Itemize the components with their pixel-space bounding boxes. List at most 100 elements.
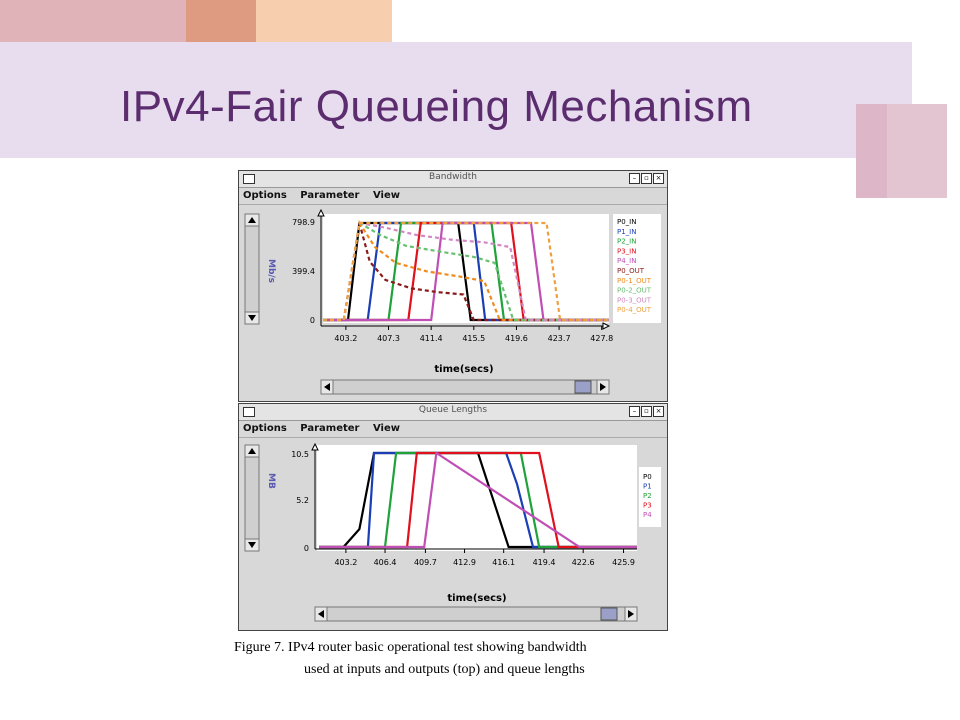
legend-entry: P0-2_OUT — [617, 287, 652, 295]
scroll-thumb[interactable] — [574, 380, 592, 394]
x-tick-label: 407.3 — [377, 334, 400, 343]
close-icon[interactable]: × — [653, 173, 664, 184]
x-tick-label: 419.6 — [505, 334, 528, 343]
x-axis-label: time(secs) — [447, 593, 506, 604]
maximize-icon[interactable]: ▫ — [641, 173, 652, 184]
bandwidth-window-title: Bandwidth — [429, 172, 477, 182]
x-tick-label: 422.6 — [572, 558, 595, 567]
x-ticks: 403.2 407.3 411.4 415.5 419.6 423.7 427.8 — [334, 326, 613, 343]
x-axis-label: time(secs) — [434, 364, 493, 375]
legend-box — [613, 214, 661, 323]
legend-entry: P0-4_OUT — [617, 306, 652, 314]
x-ticks: 403.2 406.4 409.7 412.9 416.1 419.4 422.6 425.9 — [334, 549, 635, 567]
window-menu-icon[interactable] — [243, 407, 255, 417]
x-tick-label: 425.9 — [612, 558, 635, 567]
y-tick-label: 10.5 — [291, 450, 309, 459]
figure-caption-line2: used at inputs and outputs (top) and que… — [304, 662, 585, 677]
menu-view[interactable]: View — [372, 190, 400, 201]
y-tick-label: 399.4 — [292, 267, 315, 276]
bandwidth-window: Bandwidth – ▫ × Options Parameter View M… — [238, 170, 668, 402]
y-tick-label: 0 — [304, 544, 309, 553]
scroll-thumb[interactable] — [600, 607, 618, 621]
legend-entry: P1 — [643, 483, 652, 491]
x-tick-label: 415.5 — [462, 334, 485, 343]
y-tick-label: 0 — [310, 316, 315, 325]
x-tick-label: 409.7 — [414, 558, 437, 567]
y-axis-arrow — [311, 442, 319, 451]
legend-entry: P2_IN — [617, 238, 636, 246]
close-icon[interactable]: × — [653, 406, 664, 417]
legend-entry: P0-1_OUT — [617, 277, 652, 285]
series-line-p0-1-out — [323, 219, 609, 322]
series-lines — [319, 451, 637, 549]
horizontal-scrollbar[interactable] — [314, 606, 638, 622]
menu-view[interactable]: View — [372, 423, 400, 434]
menu-options[interactable]: Options — [243, 423, 287, 434]
x-tick-label: 412.9 — [453, 558, 476, 567]
menu-parameter[interactable]: Parameter — [300, 190, 360, 201]
arrow-left-icon — [324, 383, 330, 391]
arrow-down-icon — [248, 542, 256, 548]
arrow-down-icon — [248, 315, 256, 321]
plot-area — [323, 214, 609, 323]
legend-entry: P0_IN — [617, 218, 636, 226]
queue-plot: MB 10.5 5.2 0 403.2 406.4 409.7 412.9 416.1 4… — [244, 442, 661, 622]
legend-entry: P1_IN — [617, 228, 636, 236]
queue-titlebar[interactable]: Queue Lengths – ▫ × — [239, 404, 667, 421]
vertical-scrollbar[interactable] — [244, 213, 260, 325]
x-tick-label: 427.8 — [590, 334, 613, 343]
minimize-icon[interactable]: – — [629, 406, 640, 417]
series-line-p0-2-out — [323, 221, 609, 322]
queue-window-title: Queue Lengths — [418, 405, 488, 415]
legend-box — [639, 467, 661, 527]
legend-entry: P0 — [643, 473, 652, 481]
horizontal-scrollbar[interactable] — [320, 379, 610, 395]
arrow-right-icon — [600, 383, 606, 391]
arrow-up-icon — [248, 448, 256, 454]
legend-entry: P0_OUT — [617, 267, 645, 275]
series-line-p4 — [319, 451, 637, 549]
arrow-right-icon — [628, 610, 634, 618]
y-tick-label: 5.2 — [296, 496, 309, 505]
minimize-icon[interactable]: – — [629, 173, 640, 184]
x-axis-arrow — [602, 322, 611, 330]
bandwidth-menubar: Options Parameter View — [239, 188, 667, 205]
figure-caption-line1: Figure 7. IPv4 router basic operational … — [234, 640, 587, 655]
series-lines — [323, 219, 609, 322]
x-tick-label: 411.4 — [420, 334, 443, 343]
legend-entry: P0-3_OUT — [617, 296, 652, 304]
x-tick-label: 419.4 — [533, 558, 556, 567]
arrow-left-icon — [318, 610, 324, 618]
series-line-p0-out — [323, 222, 609, 322]
queue-window: Queue Lengths – ▫ × Options Parameter Vi… — [238, 403, 668, 631]
window-menu-icon[interactable] — [243, 174, 255, 184]
legend-entry: P3_IN — [617, 247, 636, 255]
title-band — [0, 42, 912, 158]
menu-parameter[interactable]: Parameter — [300, 423, 360, 434]
x-tick-label: 403.2 — [334, 558, 357, 567]
legend-entry: P4_IN — [617, 257, 636, 265]
series-line-p0-4-out — [323, 221, 609, 322]
slide-title: IPv4-Fair Queueing Mechanism — [120, 82, 753, 131]
x-tick-label: 423.7 — [548, 334, 571, 343]
y-tick-label: 798.9 — [292, 218, 315, 227]
x-tick-label: 406.4 — [374, 558, 397, 567]
legend-entry: P4 — [643, 511, 652, 519]
menu-options[interactable]: Options — [243, 190, 287, 201]
series-line-p0-3-out — [323, 221, 609, 322]
legend-entry: P2 — [643, 492, 652, 500]
queue-menubar: Options Parameter View — [239, 421, 667, 438]
bandwidth-titlebar[interactable]: Bandwidth – ▫ × — [239, 171, 667, 188]
y-axis-label: Mb/s — [266, 259, 276, 283]
legend-entry: P3 — [643, 502, 652, 510]
y-axis-arrow — [317, 208, 325, 217]
decor-square-outline — [887, 104, 947, 198]
x-tick-label: 416.1 — [492, 558, 515, 567]
x-tick-label: 403.2 — [334, 334, 357, 343]
y-axis-label: MB — [266, 473, 276, 489]
vertical-scrollbar[interactable] — [244, 444, 260, 552]
bandwidth-plot: Mb/s 798.9 399.4 0 403.2 407.3 411.4 415.5 4… — [244, 208, 661, 395]
maximize-icon[interactable]: ▫ — [641, 406, 652, 417]
